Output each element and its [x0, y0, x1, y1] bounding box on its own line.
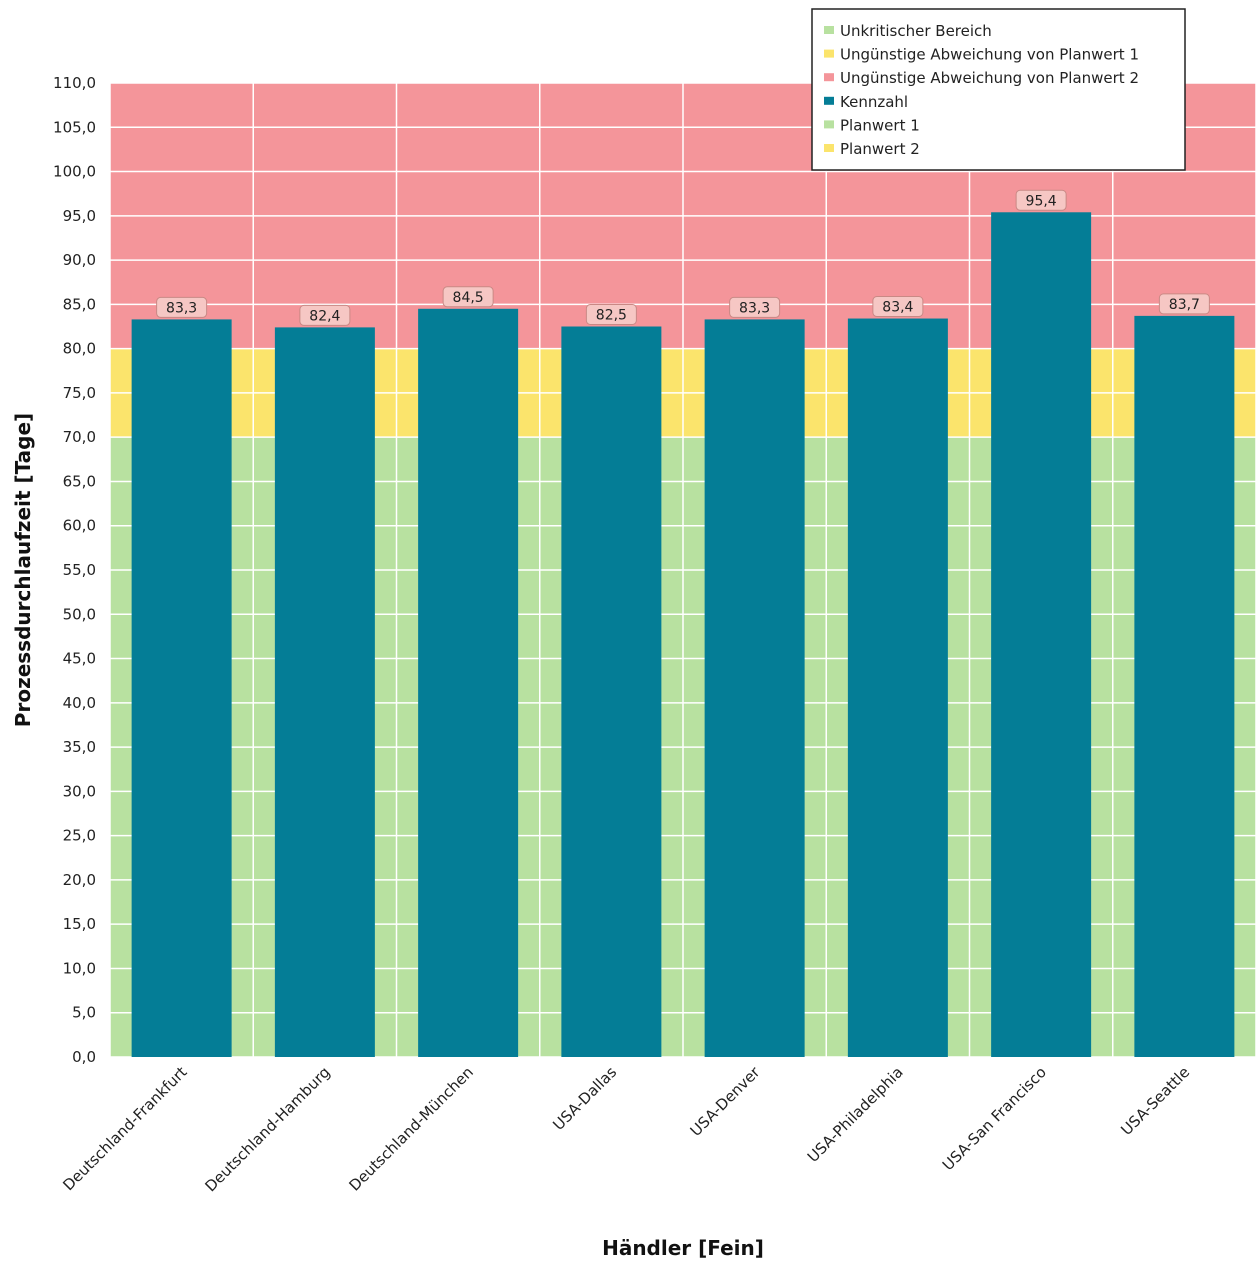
data-label-4: 83,3: [739, 300, 770, 316]
y-tick-label: 10,0: [63, 959, 96, 977]
data-label-box-7: [1158, 293, 1210, 315]
bar-1: [274, 327, 375, 1057]
legend-swatch-4: [824, 120, 834, 129]
y-tick-label: 25,0: [63, 827, 96, 845]
data-label-box-0: [156, 296, 208, 318]
bar-3: [561, 326, 662, 1057]
legend-label-1: Ungünstige Abweichung von Planwert 1: [840, 46, 1139, 64]
y-tick-label: 15,0: [63, 915, 96, 933]
legend-swatch-3: [824, 96, 834, 105]
bar-6: [991, 212, 1092, 1057]
data-label-box-2: [442, 286, 494, 308]
y-tick-label: 20,0: [63, 871, 96, 889]
x-axis-title: Händler [Fein]: [602, 1236, 764, 1260]
y-tick-label: 5,0: [72, 1004, 96, 1022]
y-tick-label: 40,0: [63, 694, 96, 712]
bar-4: [704, 319, 805, 1057]
y-tick-label: 55,0: [63, 561, 96, 579]
x-tick-label: USA-Seattle: [1117, 1063, 1193, 1139]
y-tick-label: 0,0: [72, 1048, 96, 1066]
bar-7: [1134, 315, 1235, 1058]
legend: Unkritischer Bereich Ungünstige Abweichun…: [811, 8, 1186, 171]
x-tick-label: USA-Philadelphia: [804, 1063, 907, 1166]
y-tick-label: 90,0: [63, 251, 96, 269]
data-label-box-6: [1015, 189, 1067, 211]
data-label-6: 95,4: [1026, 193, 1057, 209]
data-label-1: 82,4: [309, 308, 340, 324]
legend-swatch-5: [824, 144, 834, 152]
data-label-0: 83,3: [166, 300, 197, 316]
y-tick-label: 110,0: [53, 74, 96, 92]
bar-0: [131, 319, 232, 1057]
y-tick-label: 105,0: [53, 118, 96, 136]
bar-2: [418, 308, 519, 1058]
y-tick-label: 65,0: [63, 472, 96, 490]
legend-swatch-1: [824, 49, 834, 58]
y-tick-label: 95,0: [63, 207, 96, 225]
legend-label-3: Kennzahl: [840, 93, 908, 111]
x-axis-ticks: Deutschland-Frankfurt Deutschland-Hamburg…: [59, 1063, 1193, 1196]
y-tick-label: 30,0: [63, 782, 96, 800]
y-axis-ticks: 0,0 5,0 10,0 15,0 20,0 25,0 30,0 35,0 40,0 45,0 50…: [53, 74, 96, 1066]
y-tick-label: 45,0: [63, 650, 96, 668]
legend-label-5: Planwert 2: [840, 140, 920, 158]
data-label-2: 84,5: [453, 290, 484, 306]
data-label-5: 83,4: [882, 300, 913, 316]
legend-frame: [811, 8, 1186, 171]
x-tick-label: USA-Denver: [687, 1063, 764, 1140]
data-label-3: 82,5: [596, 308, 627, 324]
data-label-box-3: [585, 304, 637, 325]
y-tick-label: 75,0: [63, 384, 96, 402]
y-axis-title: Prozessdurchlaufzeit [Tage]: [11, 413, 35, 727]
y-tick-label: 70,0: [63, 428, 96, 446]
data-label-box-1: [299, 304, 351, 326]
x-tick-label: Deutschland-Hamburg: [201, 1063, 333, 1195]
data-label-7: 83,7: [1169, 297, 1200, 313]
x-tick-label: Deutschland-Frankfurt: [59, 1063, 190, 1194]
legend-label-4: Planwert 1: [840, 116, 920, 134]
x-tick-label: USA-Dallas: [549, 1063, 620, 1134]
legend-swatch-2: [824, 73, 834, 82]
y-tick-label: 85,0: [63, 295, 96, 313]
bars: [131, 212, 1235, 1058]
y-tick-label: 60,0: [63, 517, 96, 535]
legend-swatch-0: [824, 26, 834, 34]
y-tick-label: 50,0: [63, 605, 96, 623]
data-labels: 83,3 82,4 84,5 82,5 83,3 83,4 95,4 83,7: [156, 189, 1210, 326]
y-tick-label: 80,0: [63, 340, 96, 358]
x-tick-label: Deutschland-München: [345, 1063, 477, 1195]
bar-5: [847, 318, 948, 1058]
data-label-box-5: [872, 296, 924, 318]
data-label-box-4: [729, 296, 781, 318]
legend-label-0: Unkritischer Bereich: [840, 22, 992, 40]
y-tick-label: 35,0: [63, 738, 96, 756]
y-tick-label: 100,0: [53, 163, 96, 181]
x-tick-label: USA-San Francisco: [939, 1063, 1050, 1174]
legend-label-2: Ungünstige Abweichung von Planwert 2: [840, 69, 1139, 87]
